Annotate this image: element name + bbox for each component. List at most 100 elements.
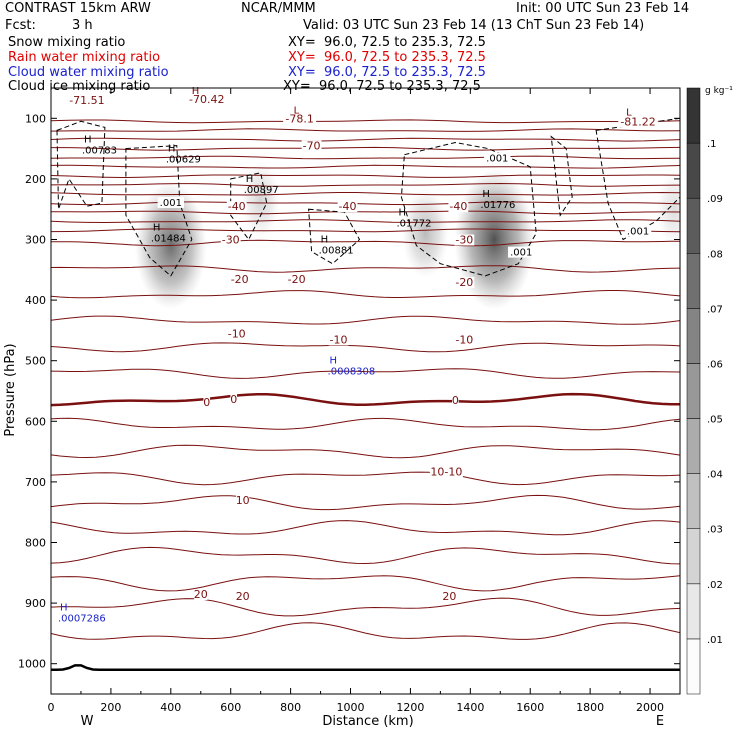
colorbar-label: .07 [707,304,723,315]
y-tick-label: 100 [25,112,46,125]
field-rain-xy: XY= 96.0, 72.5 to 235.3, 72.5 [288,50,486,65]
y-tick-label: 900 [25,597,46,610]
extremum-mark: H [192,86,200,97]
temperature-label: -10 [330,333,348,346]
extremum-mark: H [246,174,254,185]
temperature-contour [51,119,680,124]
axes: 0 200 400 600 800 1000 1200 1400 1600 1800 2000100… [18,88,681,714]
y-axis-label: Pressure (hPa) [3,343,18,436]
temperature-contour [51,444,680,459]
temperature-contour [51,210,680,215]
temperature-contour [51,137,680,142]
cloud-ice-contour [56,120,106,210]
temperature-contour [51,417,680,431]
cloud-ice-contour [550,135,573,217]
extremum-value: .0007286 [58,613,106,624]
colorbar: .01 .02 .03 .04 .05 .06 .07 .08 .09 .1 [686,87,723,695]
model-title: CONTRAST 15km ARW [5,1,151,16]
temperature-contour [51,219,680,224]
temperature-label: 20 [442,590,456,603]
field-snow-xy: XY= 96.0, 72.5 to 235.3, 72.5 [288,35,486,50]
colorbar-label: .09 [707,194,723,205]
ice-contour-label: .001 [486,154,508,165]
y-tick-label: 400 [25,294,46,307]
temperature-label: -40 [449,200,467,213]
extremum-mark: H [60,602,68,613]
temperature-contour [51,155,680,160]
zero-degree-contour [51,392,680,407]
colorbar-segment [686,197,701,254]
extremum-mark: H [321,235,329,246]
x-tick-label: 400 [160,701,181,714]
extremum-mark: H [168,144,176,155]
y-tick-label: 500 [25,355,46,368]
field-rain-name: Rain water mixing ratio [8,50,161,65]
terrain-line [51,664,680,672]
temperature-contour [51,368,680,379]
temperature-contour [51,128,680,132]
extremum-value: .01772 [396,218,431,229]
colorbar-label: .05 [707,415,723,426]
cloud-ice-contours [56,117,680,277]
temperature-label: 10 [236,494,250,507]
colorbar-label: .06 [707,359,723,370]
temperature-label: -78.1 [285,112,313,125]
temperature-label: 20 [194,588,208,601]
temperature-contour [51,494,680,511]
temperature-label: 0 [230,393,237,406]
temperature-label: 0 [452,394,459,407]
extremum-mark: H [84,135,92,146]
temperature-contour [51,622,680,640]
colorbar-unit: g kg⁻¹ [705,86,733,96]
colorbar-segment [686,418,701,474]
temperature-contour [51,546,680,565]
plot-frame [50,87,681,695]
colorbar-label: .08 [707,249,723,260]
temperature-label: 20 [236,590,250,603]
colorbar-segment [686,473,701,529]
temperature-label: -70.42 [189,93,224,106]
extremum-value: .00881 [319,246,354,257]
x-tick-label: 1000 [337,701,365,714]
extremum-value: .01484 [151,233,186,244]
temperature-label: -30 [222,234,240,247]
extremum-mark: H [153,222,161,233]
temperature-contour [51,575,680,592]
extremum-mark: H [330,356,338,367]
fcst-label: Fcst: [5,18,36,33]
snow-blob [241,161,280,239]
fcst-value: 3 h [72,18,93,33]
x-tick-label: 1400 [456,701,484,714]
temperature-contour [51,342,680,353]
y-tick-label: 300 [25,234,46,247]
colorbar-segment [686,363,701,419]
colorbar-label: .01 [707,635,723,646]
x-axis-end-east: E [656,714,664,729]
temperature-label: -10 [455,333,473,346]
contour-labels: -71.51 -70.42 -78.1 -81.22 -70 -40 -40 -40 -30 -3… [58,86,658,624]
temperature-label: -40 [339,200,357,213]
field-cloud-ice-xy: XY= 96.0, 72.5 to 235.3, 72.5 [283,79,481,94]
extremum-mark: H [398,207,406,218]
y-tick-label: 700 [25,476,46,489]
temperature-label: -20 [231,273,249,286]
temperature-contour [51,164,680,169]
center-title: NCAR/MMM [241,1,316,16]
y-tick-label: 800 [25,537,46,550]
field-cloud-water-name: Cloud water mixing ratio [8,65,169,80]
extremum-value: .0008308 [328,367,376,378]
extremum-mark: H [482,189,490,200]
y-tick-label: 1000 [18,658,46,671]
extremum-mark: L [626,107,632,118]
temperature-contour [51,597,680,617]
temperature-label: -20 [288,273,306,286]
x-axis-end-west: W [81,714,94,729]
cloud-ice-contour [595,117,680,241]
colorbar-segment [686,142,701,199]
field-cloud-water-xy: XY= 96.0, 72.5 to 235.3, 72.5 [288,65,486,80]
temperature-label: 0 [203,396,210,409]
cloud-ice-contour [400,141,537,277]
temperature-label: -10 [228,327,246,340]
init-time: Init: 00 UTC Sun 23 Feb 14 [516,1,690,16]
temperature-contour [51,315,680,325]
